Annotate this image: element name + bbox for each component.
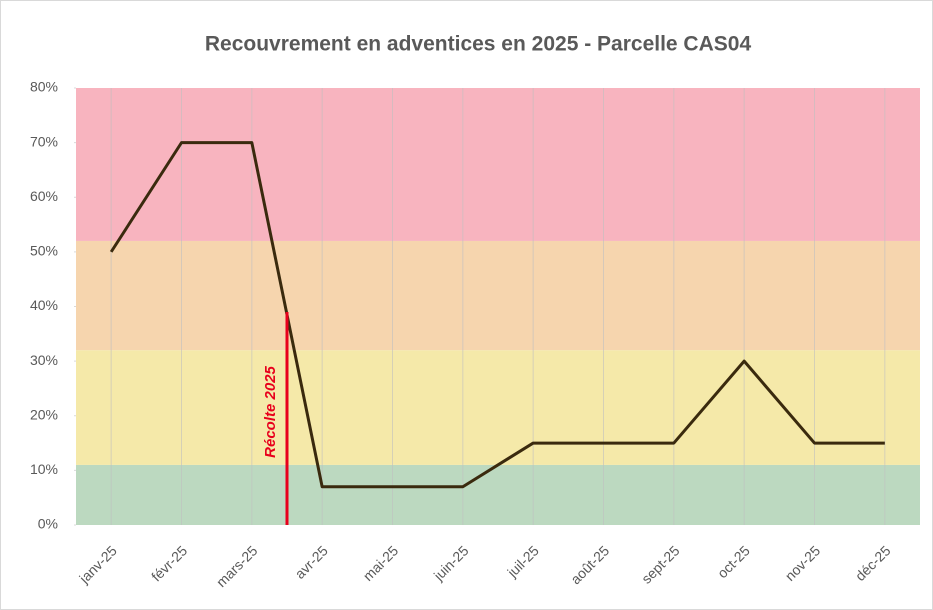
harvest-label: Récolte 2025 [262,365,279,457]
chart-title: Recouvrement en adventices en 2025 - Par… [205,33,752,56]
threshold-band [76,240,920,351]
line-series [109,141,885,489]
y-tick-label: 60% [30,188,58,204]
y-tick-label: 0% [38,516,58,532]
y-tick-label: 40% [30,297,58,313]
y-tick-label: 20% [30,406,58,422]
threshold-band [76,88,920,241]
y-tick-label: 30% [30,352,58,368]
threshold-band [76,350,920,465]
threshold-band [76,464,920,525]
y-tick-label: 70% [30,133,58,149]
y-tick-label: 50% [30,243,58,259]
y-tick-label: 10% [30,461,58,477]
y-tick-label: 80% [30,79,58,95]
